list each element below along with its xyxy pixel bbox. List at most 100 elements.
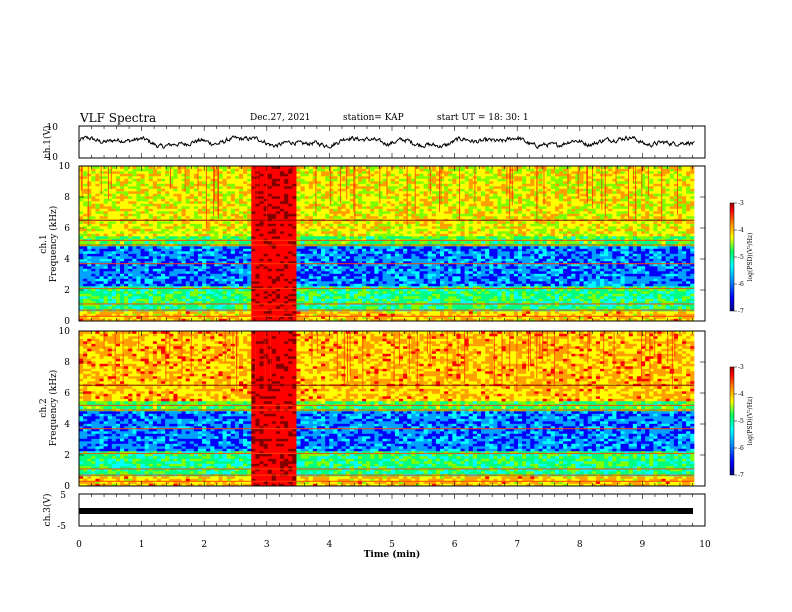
- spectrogram-cell: [362, 283, 367, 287]
- spectrogram-cell: [99, 316, 104, 319]
- spectrogram-cell: [600, 241, 605, 244]
- spectrogram-cell: [234, 253, 240, 257]
- spectrogram-cell: [152, 311, 158, 314]
- spectrogram-cell: [222, 273, 227, 277]
- spectrogram-cell: [489, 256, 494, 259]
- spectrogram-cell: [238, 241, 244, 244]
- spectrogram-cell: [316, 256, 322, 259]
- spectrogram-cell: [259, 258, 264, 262]
- spectrogram-cell: [481, 258, 486, 262]
- spectrogram-cell: [575, 253, 580, 257]
- spectrogram-cell: [263, 271, 269, 274]
- spectrogram-cell: [419, 301, 424, 304]
- spectrogram-cell: [95, 316, 100, 319]
- spectrogram-cell: [304, 283, 310, 287]
- spectrogram-cell: [575, 241, 580, 244]
- spectrogram-cell: [448, 276, 453, 279]
- spectrogram-cell: [362, 306, 367, 309]
- spectrogram-cell: [341, 251, 346, 254]
- spectrogram-cell: [300, 263, 305, 267]
- spectrogram-cell: [292, 248, 297, 252]
- spectrogram-cell: [513, 278, 519, 282]
- spectrogram-cell: [407, 258, 412, 262]
- spectrogram-cell: [255, 291, 260, 294]
- spectrogram-cell: [259, 246, 264, 249]
- spectrogram-cell: [128, 316, 133, 319]
- spectrogram-cell: [407, 261, 412, 264]
- spectrogram-cell: [362, 251, 367, 254]
- spectrogram-cell: [526, 313, 531, 317]
- spectrogram-cell: [431, 293, 437, 297]
- spectrogram-cell: [238, 288, 244, 292]
- spectrogram-cell: [616, 246, 621, 249]
- spectrogram-cell: [79, 306, 84, 309]
- spectrogram-cell: [538, 246, 543, 249]
- spectrogram-cell: [210, 273, 215, 277]
- spectrogram-cell: [653, 266, 658, 269]
- spectrogram-cell: [636, 278, 642, 282]
- spectrogram-cell: [538, 306, 543, 309]
- spectrogram-cell: [464, 278, 470, 282]
- spectrogram-cell: [95, 296, 100, 299]
- spectrogram-cell: [374, 248, 379, 252]
- spectrogram-cell: [128, 306, 133, 309]
- spectrogram-cell: [341, 298, 346, 302]
- spectrogram-cell: [649, 273, 654, 277]
- spectrogram-cell: [337, 266, 342, 269]
- spectrogram-cell: [407, 278, 412, 282]
- spectrogram-cell: [370, 316, 375, 319]
- spectrogram-cell: [366, 273, 371, 277]
- spectrogram-cell: [357, 278, 363, 282]
- spectrogram-cell: [79, 241, 84, 244]
- spectrogram-cell: [415, 251, 420, 254]
- spectrogram-cell: [616, 268, 621, 272]
- spectrogram-cell: [316, 271, 322, 274]
- spectrogram-cell: [148, 296, 154, 299]
- spectrogram-cell: [587, 241, 593, 244]
- spectrogram-cell: [542, 298, 547, 302]
- spectrogram-cell: [423, 303, 428, 307]
- spectrogram-cell: [452, 246, 457, 249]
- spectrogram-cell: [394, 241, 400, 244]
- spectrogram-cell: [468, 301, 474, 304]
- spectrogram-cell: [284, 281, 289, 284]
- spectrogram-cell: [325, 256, 330, 259]
- spectrogram-cell: [255, 241, 260, 244]
- spectrogram-cell: [649, 306, 654, 309]
- spectrogram-cell: [238, 261, 244, 264]
- spectrogram-cell: [452, 296, 457, 299]
- spectrogram-cell: [554, 241, 560, 244]
- spectrogram-cell: [435, 318, 441, 322]
- spectrogram-cell: [427, 246, 433, 249]
- spectrogram-cell: [558, 246, 564, 249]
- spectrogram-cell: [476, 266, 482, 269]
- spectrogram-cell: [407, 311, 412, 314]
- spectrogram-cell: [513, 248, 519, 252]
- spectrogram-cell: [481, 293, 486, 297]
- spectrogram-cell: [673, 258, 679, 262]
- spectrogram-cell: [132, 246, 137, 249]
- spectrogram-cell: [673, 271, 679, 274]
- spectrogram-cell: [505, 296, 511, 299]
- spectrogram-cell: [673, 283, 679, 287]
- spectrogram-cell: [509, 246, 515, 249]
- spectrogram-cell: [140, 286, 145, 289]
- spectrogram-cell: [357, 261, 363, 264]
- spectrogram-cell: [669, 283, 675, 287]
- spectrogram-cell: [304, 273, 310, 277]
- spectrogram-cell: [177, 276, 182, 279]
- spectrogram-cell: [374, 268, 379, 272]
- spectrogram-cell: [485, 306, 490, 309]
- spectrogram-cell: [427, 263, 433, 267]
- spectrogram-cell: [431, 286, 437, 289]
- spectrogram-cell: [304, 303, 310, 307]
- spectrogram-cell: [600, 283, 605, 287]
- spectrogram-cell: [115, 256, 121, 259]
- spectrogram-cell: [608, 246, 613, 249]
- spectrogram-cell: [337, 261, 342, 264]
- spectrogram-cell: [99, 288, 104, 292]
- spectrogram-cell: [316, 241, 322, 244]
- spectrogram-cell: [316, 261, 322, 264]
- spectrogram-cell: [440, 273, 445, 277]
- spectrogram-cell: [234, 266, 240, 269]
